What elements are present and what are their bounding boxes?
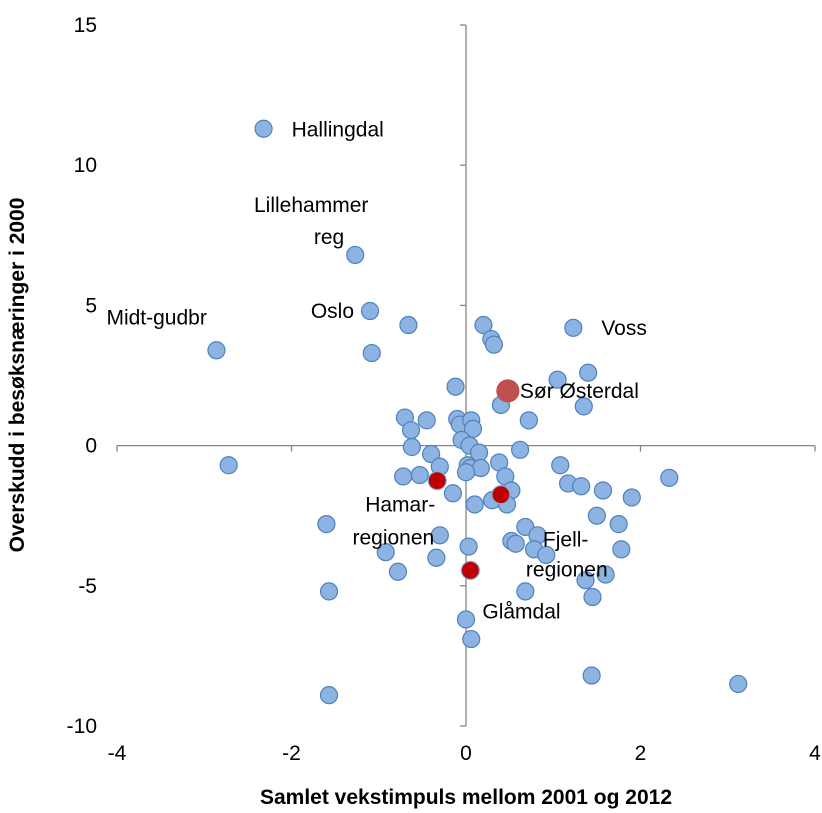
highlight-point	[427, 471, 447, 491]
data-point	[572, 477, 591, 496]
x-tick-label: 0	[460, 742, 472, 765]
point-label: regionen	[352, 527, 434, 550]
data-point	[612, 540, 631, 559]
data-point	[376, 543, 395, 562]
x-tick-label: -4	[108, 742, 127, 765]
data-point	[401, 421, 421, 440]
data-point	[459, 537, 478, 556]
data-point	[506, 534, 525, 553]
data-point	[399, 315, 418, 335]
data-point	[465, 495, 484, 514]
data-point	[346, 245, 365, 265]
data-point	[360, 301, 380, 321]
points-layer	[207, 119, 748, 705]
data-point	[422, 444, 441, 464]
data-point	[510, 440, 530, 459]
point-label: reg	[314, 226, 344, 249]
data-point	[319, 582, 339, 601]
point-label: Fjell-	[543, 529, 589, 552]
data-point	[219, 456, 238, 475]
data-point	[254, 119, 273, 138]
y-tick-label: 0	[85, 435, 97, 458]
y-tick-label: 15	[74, 14, 97, 37]
point-label: Midt-gudbr	[106, 306, 206, 329]
data-point	[388, 562, 408, 581]
data-point	[609, 515, 628, 534]
data-point	[551, 456, 570, 475]
data-point	[593, 481, 613, 500]
highlight-point	[460, 560, 480, 580]
point-label: Oslo	[311, 300, 354, 323]
highlight-point	[491, 485, 511, 505]
data-point	[462, 629, 481, 649]
data-point	[576, 571, 595, 590]
data-point	[417, 411, 436, 430]
data-point	[362, 343, 381, 363]
data-point	[660, 468, 679, 487]
data-point	[456, 610, 476, 629]
data-point	[430, 526, 449, 545]
data-point	[427, 548, 446, 567]
x-axis-title: Samlet vekstimpuls mellom 2001 og 2012	[260, 786, 672, 809]
axes: -4 -2 0 2 4 -10 -5 0 5 10 15	[67, 14, 822, 765]
data-point	[519, 411, 538, 430]
data-point	[537, 545, 556, 565]
data-point	[319, 686, 339, 705]
data-point	[456, 463, 476, 482]
point-label: regionen	[526, 559, 608, 582]
data-point	[207, 341, 226, 360]
data-point	[564, 318, 583, 337]
data-point	[622, 488, 641, 507]
y-axis-title: Overskudd i besøksnæringer i 2000	[6, 198, 29, 553]
highlight-point-large	[496, 379, 520, 403]
x-tick-label: -2	[282, 742, 301, 765]
x-tick-label: 4	[809, 742, 821, 765]
point-label: Sør Østerdal	[520, 380, 639, 403]
data-point	[402, 437, 422, 457]
y-tick-label: -5	[78, 575, 97, 598]
data-point	[548, 370, 567, 389]
data-point	[410, 465, 429, 485]
x-tick-label: 2	[635, 742, 647, 765]
point-label: Lillehammer	[254, 194, 368, 217]
point-labels: Hallingdal Lillehammer reg Oslo Midt-gudbr Vo…	[106, 119, 646, 624]
data-point	[729, 674, 748, 694]
point-label: Hallingdal	[292, 119, 384, 142]
data-point	[474, 315, 493, 335]
data-point	[516, 582, 535, 601]
data-point	[579, 363, 598, 382]
data-point	[574, 397, 593, 416]
data-point	[583, 587, 602, 607]
data-point	[587, 506, 606, 525]
point-label: Glåmdal	[482, 600, 560, 623]
data-point	[443, 484, 463, 503]
y-tick-label: 5	[85, 294, 97, 317]
data-point	[317, 515, 336, 534]
data-point	[394, 467, 413, 486]
y-tick-label: -10	[67, 715, 97, 738]
y-tick-label: 10	[74, 154, 97, 177]
data-point	[596, 565, 615, 584]
data-point	[446, 377, 465, 396]
point-label: Voss	[601, 317, 647, 340]
point-label: Hamar-	[365, 494, 435, 517]
data-point	[582, 666, 601, 685]
data-point	[484, 335, 504, 354]
